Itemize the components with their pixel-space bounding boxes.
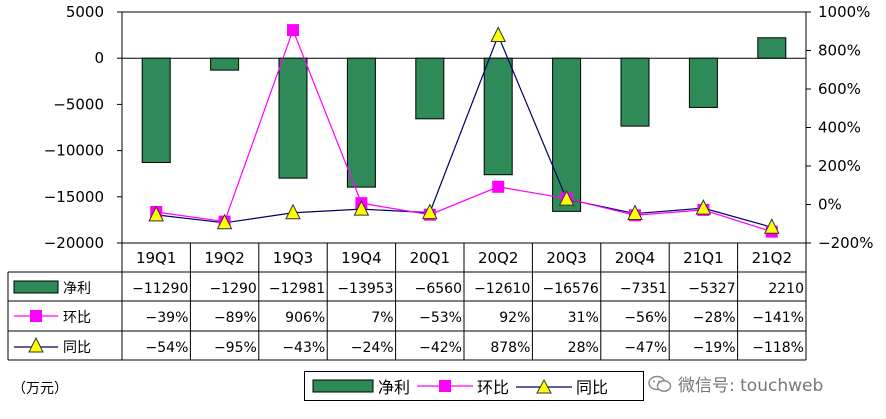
unit-label: （万元） bbox=[12, 381, 68, 397]
bar-net-profit bbox=[278, 57, 308, 179]
y-right-tick-label: −200% bbox=[818, 234, 873, 252]
category-label: 19Q2 bbox=[204, 249, 244, 267]
table-cell: 28% bbox=[568, 340, 599, 356]
legend-item-net: 净利 bbox=[311, 374, 410, 398]
legend-label-yoy: 同比 bbox=[576, 378, 609, 397]
category-label: 20Q2 bbox=[478, 249, 518, 267]
bar-net-profit bbox=[483, 57, 513, 176]
table-row-label-mom: 环比 bbox=[63, 310, 91, 326]
table-cell: 92% bbox=[499, 310, 530, 326]
table-cell: −56% bbox=[624, 310, 667, 326]
y-left-tick-label: −10000 bbox=[44, 142, 104, 160]
y-left-tick-label: −5000 bbox=[53, 95, 104, 113]
category-label: 20Q3 bbox=[546, 249, 586, 267]
table-cell: 7% bbox=[371, 310, 393, 326]
table-cell: −89% bbox=[214, 310, 257, 326]
table-cell: −141% bbox=[752, 310, 804, 326]
table-cell: −16576 bbox=[543, 281, 599, 297]
table-cell: −42% bbox=[419, 340, 462, 356]
marker-yoy bbox=[148, 205, 165, 222]
legend-label-net: 净利 bbox=[378, 378, 411, 397]
marker-mom bbox=[287, 24, 299, 37]
table-cell: −12981 bbox=[269, 281, 325, 297]
table-cell: −1290 bbox=[209, 281, 256, 297]
watermark-text: 微信号: touchweb bbox=[678, 376, 824, 396]
y-right-tick-label: 0% bbox=[818, 196, 842, 214]
table-cell: −6560 bbox=[415, 281, 462, 297]
y-left-tick-label: −15000 bbox=[44, 188, 104, 206]
table-cell: 31% bbox=[568, 310, 599, 326]
table-cell: −13953 bbox=[337, 281, 393, 297]
marker-yoy bbox=[353, 200, 370, 216]
y-right-tick-label: 600% bbox=[818, 80, 861, 98]
watermark: 微信号: touchweb bbox=[648, 371, 823, 396]
legend-swatch-mom bbox=[417, 380, 474, 392]
category-label: 20Q4 bbox=[615, 249, 655, 267]
table-row-label-net: 净利 bbox=[63, 281, 91, 297]
marker-yoy bbox=[216, 213, 233, 230]
table-cell: −12610 bbox=[474, 281, 530, 297]
y-left-tick-label: −20000 bbox=[44, 234, 104, 252]
table-cell: −24% bbox=[351, 340, 394, 356]
y-right-tick-label: 400% bbox=[818, 119, 861, 137]
table-cell: −43% bbox=[282, 340, 325, 356]
legend-item-yoy: 同比 bbox=[515, 374, 608, 398]
bar-net-profit bbox=[688, 57, 718, 108]
bar-net-profit bbox=[210, 57, 240, 71]
table-cell: −47% bbox=[624, 340, 667, 356]
bar-net-profit bbox=[415, 57, 445, 120]
chart-legend: 净利 环比 同比 bbox=[304, 371, 644, 401]
table-cell: −7351 bbox=[620, 281, 667, 297]
legend-swatch-net bbox=[312, 379, 374, 393]
table-cell: −39% bbox=[146, 310, 189, 326]
marker-yoy bbox=[695, 199, 712, 215]
table-row-label-yoy: 同比 bbox=[63, 340, 91, 356]
wechat-icon bbox=[648, 375, 672, 392]
bar-net-profit bbox=[141, 57, 171, 164]
y-left-tick-label: 5000 bbox=[66, 3, 104, 21]
table-cell: −19% bbox=[693, 340, 736, 356]
category-label: 19Q3 bbox=[273, 249, 313, 267]
table-cell: −5327 bbox=[688, 281, 735, 297]
marker-mom bbox=[492, 180, 505, 193]
legend-label-mom: 环比 bbox=[477, 378, 510, 397]
table-key-net bbox=[13, 280, 59, 294]
category-label: 19Q1 bbox=[136, 249, 176, 267]
table-cell: 906% bbox=[285, 310, 325, 326]
table-cell: −53% bbox=[419, 310, 462, 326]
marker-yoy bbox=[558, 189, 575, 206]
marker-yoy bbox=[490, 26, 507, 42]
marker-yoy bbox=[285, 203, 301, 220]
line-yoy bbox=[156, 33, 772, 228]
category-label: 20Q1 bbox=[410, 249, 450, 267]
y-right-tick-label: 1000% bbox=[818, 3, 870, 21]
bar-net-profit bbox=[346, 57, 376, 188]
y-right-tick-label: 800% bbox=[818, 42, 861, 60]
table-cell: −28% bbox=[693, 310, 736, 326]
legend-item-mom: 环比 bbox=[416, 374, 509, 398]
table-cell: −11290 bbox=[132, 281, 188, 297]
table-key-mom-marker bbox=[30, 310, 42, 322]
table-cell: −118% bbox=[752, 340, 804, 356]
table-key-yoy-marker bbox=[28, 336, 44, 353]
bar-net-profit bbox=[552, 57, 582, 212]
line-mom bbox=[156, 28, 772, 233]
table-cell: −54% bbox=[146, 340, 189, 356]
y-right-tick-label: 200% bbox=[818, 157, 861, 175]
legend-swatch-yoy bbox=[516, 378, 573, 394]
marker-yoy bbox=[421, 203, 438, 220]
y-left-tick-label: 0 bbox=[94, 49, 104, 67]
table-cell: 878% bbox=[490, 340, 530, 356]
marker-yoy bbox=[763, 218, 780, 234]
marker-yoy bbox=[627, 204, 643, 221]
bar-net-profit bbox=[757, 37, 787, 59]
category-label: 21Q2 bbox=[752, 249, 792, 267]
table-cell: −95% bbox=[214, 340, 257, 356]
category-label: 21Q1 bbox=[683, 249, 723, 267]
table-cell: 2210 bbox=[768, 281, 804, 297]
bar-net-profit bbox=[620, 57, 650, 127]
category-label: 19Q4 bbox=[341, 249, 381, 267]
